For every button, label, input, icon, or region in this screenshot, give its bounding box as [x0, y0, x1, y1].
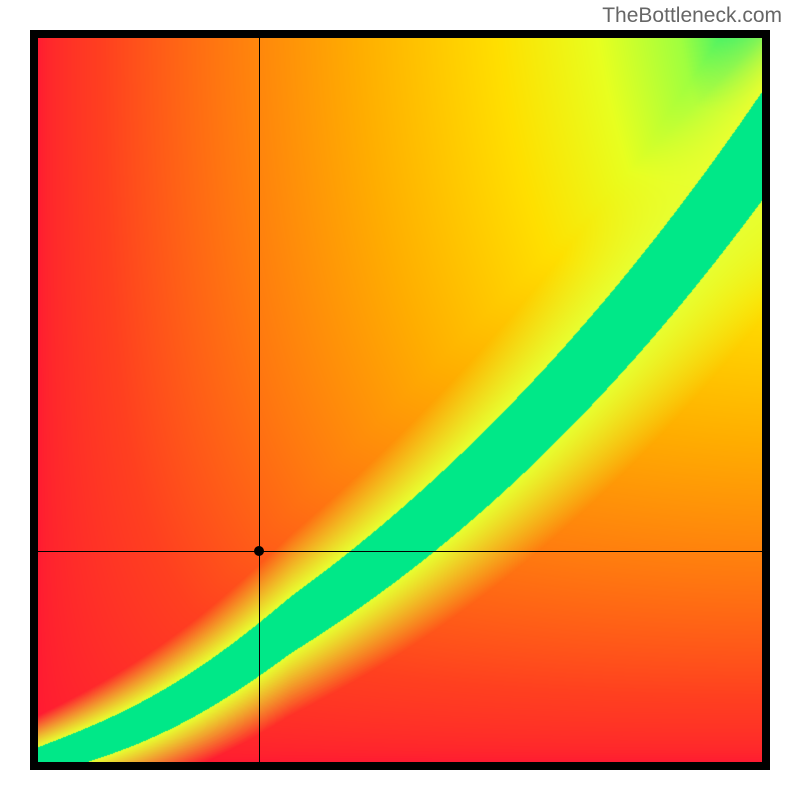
crosshair-vertical: [259, 38, 260, 762]
chart-frame: [30, 30, 770, 770]
crosshair-horizontal: [38, 551, 762, 552]
heatmap-canvas: [38, 38, 762, 762]
marker-dot: [254, 546, 264, 556]
chart-container: TheBottleneck.com: [0, 0, 800, 800]
watermark-text: TheBottleneck.com: [602, 4, 782, 28]
